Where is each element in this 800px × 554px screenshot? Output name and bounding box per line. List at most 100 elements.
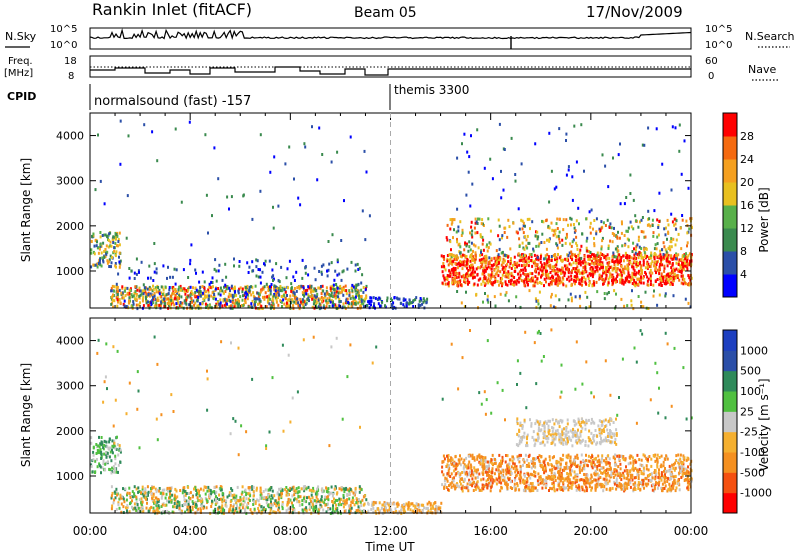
scatter-cell [632, 257, 635, 261]
scatter-cell [570, 255, 573, 259]
scatter-cell [426, 297, 429, 301]
scatter-cell [585, 270, 588, 274]
scatter-cell [222, 495, 225, 499]
scatter-cell [672, 237, 675, 241]
scatter-cell [631, 289, 633, 293]
scatter-cell [649, 224, 652, 228]
scatter-cell [218, 263, 221, 267]
scatter-cell [662, 255, 665, 259]
scatter-cell [686, 481, 689, 485]
scatter-cell [317, 298, 320, 302]
scatter-cell [297, 304, 300, 308]
scatter-cell [421, 503, 423, 507]
scatter-cell [166, 276, 168, 280]
scatter-cell [626, 258, 629, 262]
scatter-cell [528, 483, 531, 487]
scatter-cell [463, 253, 466, 257]
scatter-cell [635, 262, 638, 266]
scatter-cell [122, 497, 125, 501]
scatter-cell [256, 498, 259, 502]
scatter-cell [451, 262, 454, 266]
scatter-cell [403, 504, 406, 508]
scatter-cell [606, 283, 609, 287]
scatter-cell [592, 280, 595, 283]
scatter-cell [608, 270, 611, 274]
scatter-cell [683, 277, 686, 281]
scatter-cell [377, 302, 380, 306]
scatter-cell [321, 487, 324, 491]
scatter-cell [195, 288, 198, 292]
scatter-cell [640, 281, 643, 285]
scatter-cell [358, 510, 361, 514]
scatter-cell [436, 507, 439, 511]
scatter-cell [465, 255, 468, 258]
scatter-cell [330, 160, 333, 164]
scatter-cell [502, 270, 505, 274]
scatter-cell [494, 278, 497, 282]
scatter-cell [579, 271, 582, 275]
scatter-cell [337, 295, 340, 299]
scatter-cell [575, 235, 578, 239]
scatter-cell [586, 236, 589, 240]
scatter-cell [282, 298, 285, 302]
scatter-cell [312, 289, 315, 293]
scatter-cell [517, 471, 519, 474]
scatter-cell [536, 230, 539, 234]
scatter-cell [689, 281, 692, 285]
scatter-cell [157, 286, 160, 289]
scatter-cell [483, 281, 486, 285]
scatter-cell [373, 304, 375, 308]
scatter-cell [685, 252, 687, 256]
scatter-cell [543, 262, 546, 266]
scatter-cell [496, 259, 499, 263]
scatter-cell [316, 178, 319, 182]
scatter-cell [610, 468, 612, 472]
scatter-cell [485, 254, 488, 258]
scatter-cell [139, 301, 141, 305]
scatter-cell [322, 263, 325, 267]
scatter-cell [358, 266, 361, 270]
scatter-cell [573, 226, 576, 230]
scatter-cell [332, 283, 335, 287]
scatter-cell [178, 506, 181, 510]
scatter-cell [339, 300, 342, 303]
scatter-cell [107, 260, 110, 264]
scatter-cell [521, 227, 524, 231]
scatter-cell [575, 261, 578, 265]
scatter-cell [624, 280, 627, 284]
scatter-cell [211, 291, 214, 295]
scatter-cell [317, 499, 320, 503]
scatter-cell [180, 200, 183, 204]
scatter-cell [135, 501, 138, 505]
scatter-cell [146, 501, 148, 505]
scatter-cell [571, 175, 574, 179]
scatter-cell [306, 288, 309, 292]
scatter-cell [144, 496, 147, 500]
scatter-cell [342, 302, 345, 306]
scatter-cell [687, 274, 690, 278]
scatter-cell [688, 252, 691, 256]
scatter-cell [555, 235, 558, 239]
scatter-cell [357, 301, 360, 305]
scatter-cell [305, 506, 308, 510]
scatter-cell [342, 493, 345, 497]
scatter-cell [459, 259, 462, 263]
scatter-cell [550, 295, 553, 299]
scatter-cell [510, 136, 513, 140]
scatter-cell [518, 227, 521, 231]
scatter-cell [619, 202, 622, 206]
scatter-cell [316, 492, 319, 496]
scatter-cell [568, 251, 571, 255]
scatter-cell [214, 507, 217, 511]
scatter-cell [102, 459, 105, 463]
scatter-cell [268, 259, 271, 263]
scatter-cell [569, 471, 572, 475]
scatter-cell [659, 281, 662, 285]
scatter-cell [654, 243, 657, 247]
scatter-cell [337, 291, 340, 295]
scatter-cell [414, 504, 417, 508]
scatter-cell [477, 278, 480, 282]
scatter-cell [338, 272, 341, 276]
scatter-cell [342, 499, 345, 503]
scatter-cell [156, 296, 159, 300]
